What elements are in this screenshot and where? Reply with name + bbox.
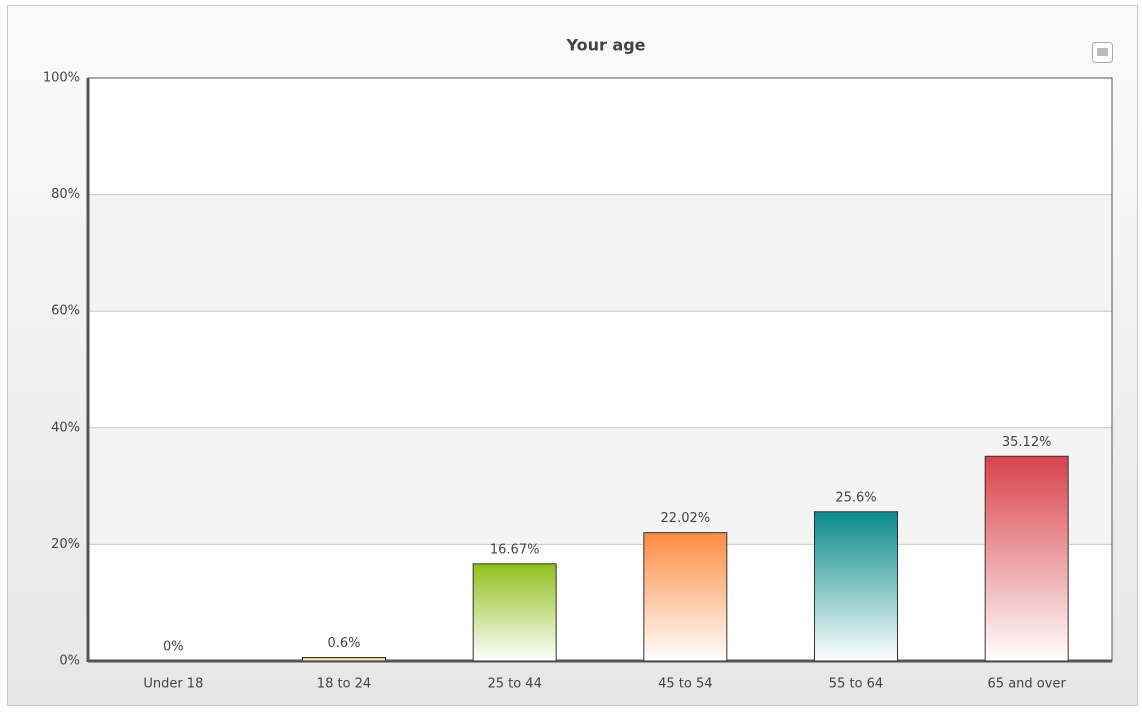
x-tick-label: 65 and over — [988, 677, 1067, 692]
bar — [472, 563, 557, 662]
plot-area — [88, 78, 1112, 661]
grid-band — [88, 427, 1112, 545]
y-tick-label: 0% — [59, 654, 80, 669]
y-tick-label: 80% — [51, 187, 80, 202]
bar — [814, 511, 898, 662]
value-label: 25.6% — [835, 490, 876, 505]
chart-title: Your age — [565, 36, 645, 55]
x-tick-label: 55 to 64 — [829, 677, 883, 692]
value-label: 35.12% — [1002, 435, 1052, 450]
menu-button[interactable] — [1092, 42, 1113, 63]
y-tick-label: 60% — [51, 304, 80, 319]
grid-band — [88, 194, 1112, 312]
value-label: 16.67% — [490, 542, 540, 557]
bar — [302, 657, 386, 662]
x-tick-label: Under 18 — [143, 677, 203, 692]
x-tick-label: 18 to 24 — [317, 677, 371, 692]
value-label: 22.02% — [661, 511, 711, 526]
y-tick-label: 100% — [43, 71, 80, 86]
y-tick-label: 20% — [51, 537, 80, 552]
bar — [643, 532, 728, 662]
x-tick-label: 25 to 44 — [487, 677, 541, 692]
value-label: 0% — [163, 640, 184, 655]
bar — [984, 455, 1069, 662]
value-label: 0.6% — [327, 636, 360, 651]
y-tick-label: 40% — [51, 420, 80, 435]
x-tick-label: 45 to 54 — [658, 677, 712, 692]
